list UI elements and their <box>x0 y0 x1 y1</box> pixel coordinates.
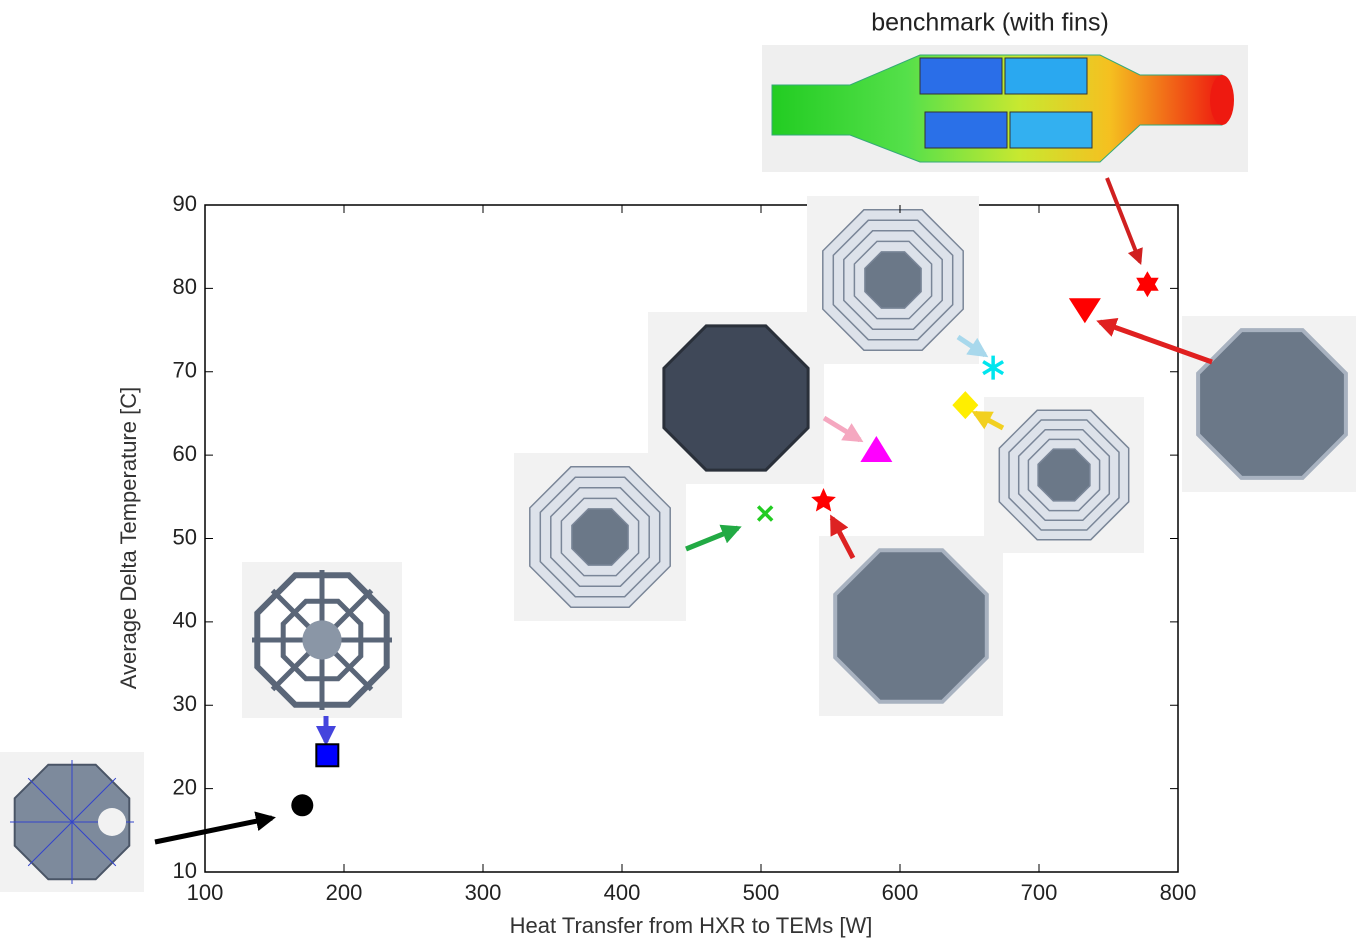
data-point <box>316 744 338 766</box>
thumbnail <box>572 509 628 565</box>
y-tick-label: 30 <box>173 691 197 716</box>
data-point <box>811 488 836 512</box>
y-tick-label: 40 <box>173 608 197 633</box>
y-tick-label: 70 <box>173 358 197 383</box>
benchmark-image <box>762 45 1248 172</box>
data-point <box>1136 271 1159 297</box>
x-tick-label: 500 <box>743 880 780 905</box>
arrow <box>686 528 738 549</box>
x-tick-label: 800 <box>1160 880 1197 905</box>
x-tick-label: 100 <box>187 880 224 905</box>
data-point <box>983 356 1003 380</box>
data-point <box>1069 298 1101 323</box>
y-tick-label: 10 <box>173 858 197 883</box>
thumbnail <box>1198 330 1346 478</box>
thumbnail <box>835 550 987 702</box>
y-tick-label: 50 <box>173 524 197 549</box>
thumbnail <box>1038 449 1090 501</box>
data-point <box>758 506 772 520</box>
thumbnail <box>664 326 808 470</box>
thumbnail <box>98 808 126 836</box>
thumbnails <box>0 196 1356 892</box>
arrow <box>155 818 272 842</box>
data-point <box>860 436 892 462</box>
y-axis-label: Average Delta Temperature [C] <box>116 387 141 689</box>
thumbnail <box>302 620 341 659</box>
chart: benchmark (with fins) Heat Transfer from… <box>0 0 1356 944</box>
arrow <box>1107 178 1140 262</box>
data-point <box>291 794 313 816</box>
x-tick-label: 700 <box>1021 880 1058 905</box>
x-tick-label: 600 <box>882 880 919 905</box>
y-tick-label: 60 <box>173 441 197 466</box>
arrow <box>824 418 860 440</box>
x-tick-label: 300 <box>465 880 502 905</box>
y-tick-label: 20 <box>173 774 197 799</box>
x-tick-label: 200 <box>326 880 363 905</box>
y-tick-label: 80 <box>173 274 197 299</box>
x-axis-label: Heat Transfer from HXR to TEMs [W] <box>510 913 873 938</box>
annotation: benchmark (with fins) <box>871 9 1109 37</box>
thumbnail <box>865 252 921 308</box>
x-tick-label: 400 <box>604 880 641 905</box>
y-tick-label: 90 <box>173 191 197 216</box>
